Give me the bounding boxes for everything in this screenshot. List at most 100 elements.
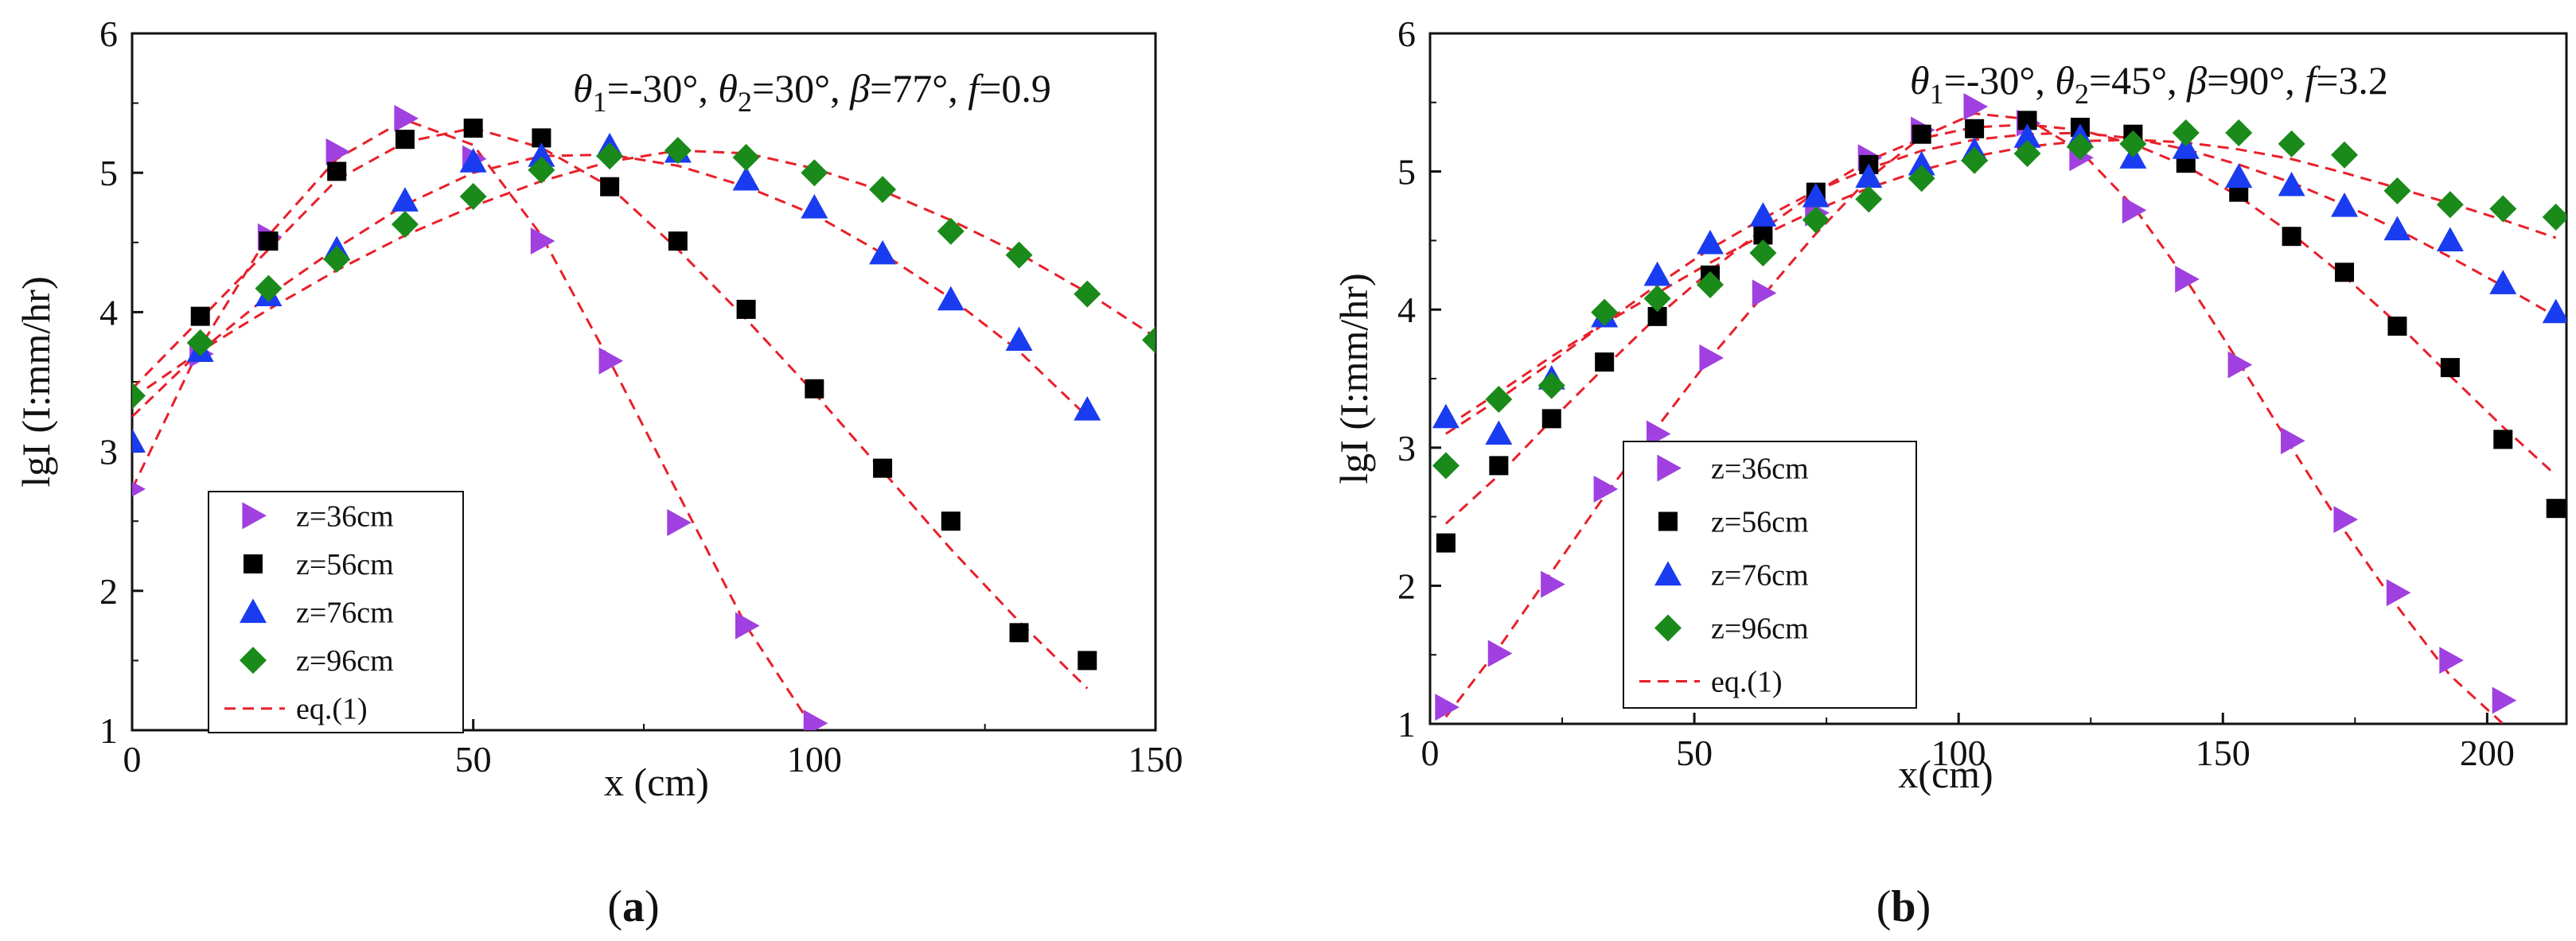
data-point bbox=[395, 130, 415, 150]
data-point bbox=[528, 142, 555, 167]
data-point bbox=[323, 245, 351, 273]
y-tick-label: 5 bbox=[99, 153, 118, 193]
fit-curve-z=96cm bbox=[132, 149, 1155, 400]
f-value: =0.9 bbox=[979, 66, 1051, 111]
data-point bbox=[2492, 686, 2517, 714]
data-point bbox=[1541, 570, 1565, 598]
beta-symbol: β bbox=[849, 66, 870, 111]
data-point bbox=[2386, 579, 2411, 607]
legend-marker bbox=[1654, 561, 1682, 586]
data-point bbox=[2493, 430, 2513, 449]
panel-label-letter: b bbox=[1891, 882, 1915, 931]
data-point bbox=[1908, 165, 1935, 192]
data-point bbox=[391, 211, 419, 239]
panel-label-close: ) bbox=[645, 882, 660, 931]
data-point bbox=[1647, 420, 1671, 448]
fit-curve-z=76cm bbox=[132, 153, 1089, 418]
data-point bbox=[2489, 270, 2517, 294]
x-tick-label: 50 bbox=[1676, 733, 1713, 773]
theta-subscript: 2 bbox=[738, 86, 752, 118]
data-point bbox=[2278, 130, 2305, 157]
data-point bbox=[459, 148, 487, 173]
y-tick-label: 2 bbox=[99, 571, 118, 612]
y-tick-label: 6 bbox=[1397, 14, 1416, 54]
data-point bbox=[2542, 298, 2566, 324]
data-point bbox=[530, 227, 555, 255]
data-point bbox=[1142, 326, 1155, 354]
x-tick-label: 100 bbox=[1931, 733, 1986, 773]
data-point bbox=[1697, 229, 1724, 255]
data-point bbox=[1963, 93, 1989, 121]
data-point bbox=[1855, 185, 1883, 213]
y-tick-label: 3 bbox=[99, 432, 118, 472]
data-point bbox=[2281, 427, 2305, 455]
x-tick-label: 50 bbox=[455, 739, 492, 780]
data-point bbox=[598, 347, 624, 375]
data-point bbox=[1802, 182, 1830, 208]
y-tick-label: 1 bbox=[1397, 704, 1416, 745]
panel-label: (a) bbox=[607, 882, 659, 931]
data-point bbox=[1593, 475, 1619, 503]
data-point bbox=[869, 176, 897, 204]
series-z=96cm bbox=[1432, 119, 2566, 480]
data-point bbox=[732, 143, 760, 171]
legend-marker bbox=[240, 647, 267, 675]
data-point bbox=[732, 165, 760, 191]
data-point bbox=[1005, 326, 1033, 352]
y-tick-label: 5 bbox=[1397, 152, 1416, 192]
data-point bbox=[1802, 206, 1830, 234]
y-tick-label: 4 bbox=[1397, 290, 1416, 330]
data-point bbox=[1855, 163, 1883, 189]
data-point bbox=[668, 231, 688, 251]
data-point bbox=[2172, 119, 2200, 146]
data-points bbox=[132, 104, 1155, 730]
data-point bbox=[2333, 506, 2359, 534]
y-tick-label: 2 bbox=[1397, 566, 1416, 606]
data-point bbox=[1749, 239, 1777, 267]
data-point bbox=[869, 239, 897, 265]
legend-label: eq.(1) bbox=[1711, 666, 1783, 699]
theta-symbol: θ bbox=[573, 66, 593, 111]
series-z=76cm bbox=[132, 132, 1101, 453]
legend: z=36cm z=56cm z=76cm z=96cm eq.(1) bbox=[208, 491, 464, 733]
data-point bbox=[259, 231, 279, 251]
fit-curve-z=96cm bbox=[1445, 138, 2557, 429]
data-point bbox=[1965, 119, 1985, 138]
y-axis-label: lgI (I:mm/hr) bbox=[1331, 273, 1376, 484]
y-tick-label: 1 bbox=[99, 710, 118, 751]
legend-label: z=76cm bbox=[296, 597, 394, 630]
data-point bbox=[391, 187, 419, 212]
fit-curve-z=56cm bbox=[1444, 123, 2557, 525]
data-point bbox=[937, 286, 965, 311]
legend-label: z=36cm bbox=[296, 500, 394, 533]
data-point bbox=[2119, 130, 2147, 157]
x-tick-label: 150 bbox=[1128, 739, 1183, 780]
data-point bbox=[1436, 533, 1456, 553]
data-point bbox=[327, 161, 347, 181]
data-point bbox=[1749, 202, 1777, 227]
parameter-annotation: θ1=-30°, θ2=45°, β=90°, f=3.2 bbox=[1910, 58, 2388, 110]
data-point bbox=[600, 177, 620, 196]
data-point bbox=[1487, 640, 1513, 667]
x-tick-label: 100 bbox=[787, 739, 842, 780]
data-point bbox=[667, 508, 692, 536]
data-point bbox=[2013, 140, 2041, 168]
theta1-value: =-30°, bbox=[1944, 58, 2056, 103]
y-tick-label: 3 bbox=[1397, 428, 1416, 469]
data-point bbox=[1699, 344, 1724, 371]
data-point bbox=[132, 382, 146, 410]
legend-label: z=76cm bbox=[1711, 559, 1809, 593]
data-point bbox=[1435, 694, 1459, 721]
data-point bbox=[2225, 119, 2253, 146]
data-point bbox=[325, 138, 351, 165]
fit-curves bbox=[1444, 112, 2557, 724]
legend-label: z=36cm bbox=[1711, 453, 1809, 486]
legend-label: z=56cm bbox=[296, 548, 394, 581]
data-point bbox=[1537, 371, 1565, 399]
legend-label: eq.(1) bbox=[296, 693, 368, 726]
panel-label-open: ( bbox=[607, 882, 622, 931]
data-point bbox=[2122, 196, 2147, 224]
data-point bbox=[2331, 192, 2359, 217]
